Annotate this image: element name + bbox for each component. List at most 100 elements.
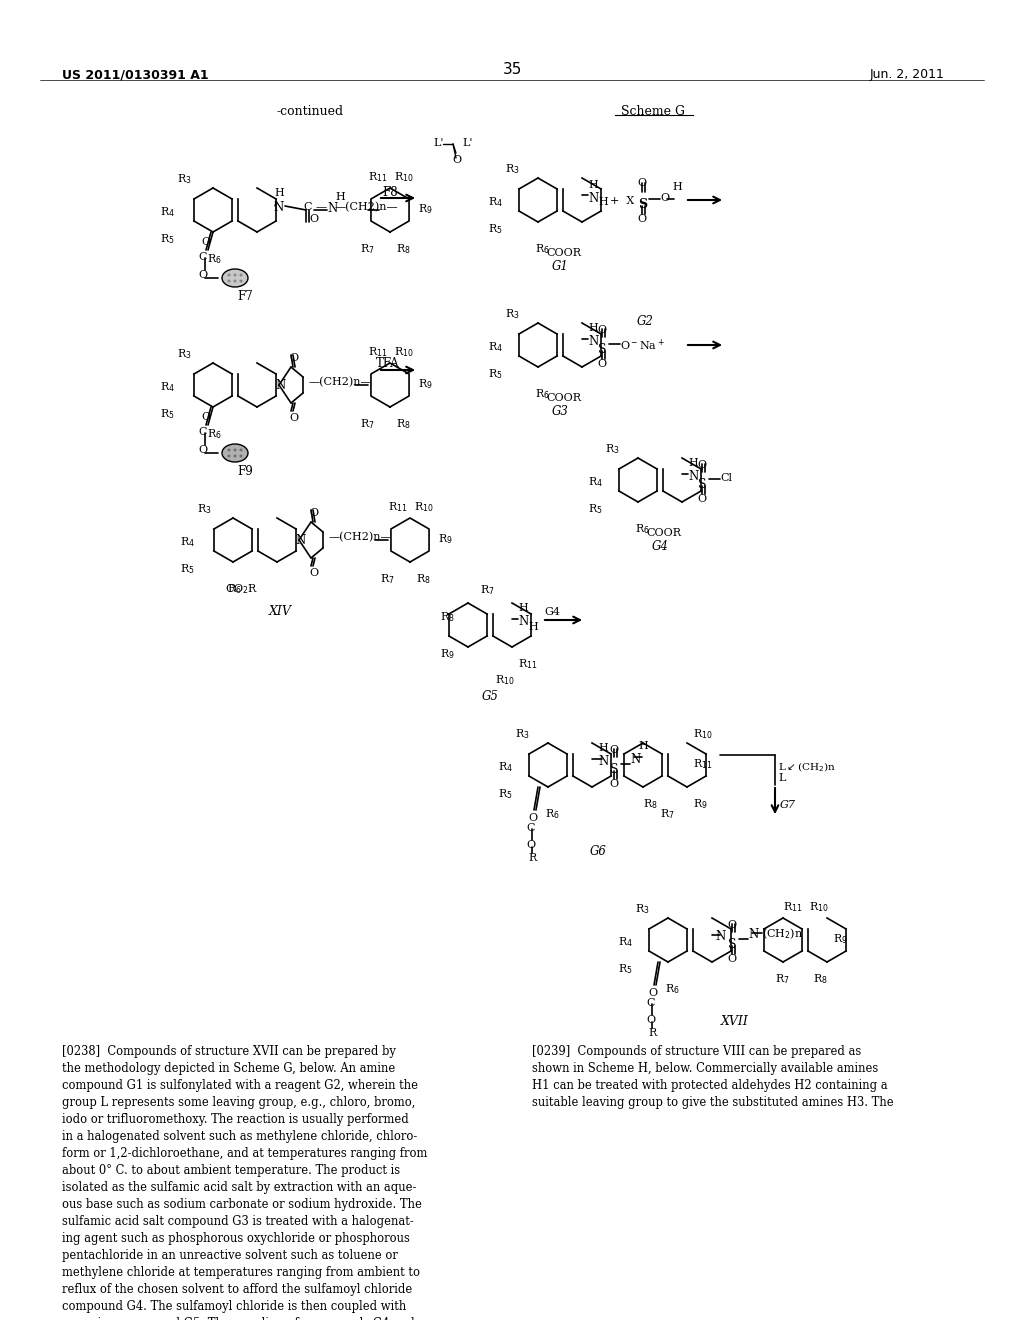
Text: pentachloride in an unreactive solvent such as toluene or: pentachloride in an unreactive solvent s… [62,1249,398,1262]
Text: R$_{10}$: R$_{10}$ [394,345,414,359]
Text: R$_5$: R$_5$ [488,222,503,236]
Text: R$_4$: R$_4$ [588,475,603,488]
Circle shape [227,454,230,458]
Text: R$_{10}$: R$_{10}$ [693,727,713,741]
Text: O: O [309,508,318,517]
Text: H: H [638,741,648,751]
Text: N: N [295,535,305,546]
Text: O: O [637,178,646,187]
Text: R$_{10}$: R$_{10}$ [809,900,828,913]
Text: R$_8$: R$_8$ [813,972,827,986]
Text: N: N [275,379,286,392]
Text: group L represents some leaving group, e.g., chloro, bromo,: group L represents some leaving group, e… [62,1096,416,1109]
Text: R$_5$: R$_5$ [618,962,633,975]
Text: O: O [201,238,210,247]
Circle shape [233,280,237,282]
Text: R$_4$: R$_4$ [488,195,503,209]
Text: R$_{10}$: R$_{10}$ [394,170,414,183]
Text: O: O [697,494,707,504]
Text: O: O [526,840,536,850]
Text: R$_3$: R$_3$ [635,902,650,916]
Text: H: H [518,603,527,612]
Text: N: N [688,470,698,483]
Text: ing agent such as phosphorous oxychloride or phosphorous: ing agent such as phosphorous oxychlorid… [62,1232,410,1245]
Text: suitable leaving group to give the substituted amines H3. The: suitable leaving group to give the subst… [532,1096,894,1109]
Text: [0238]  Compounds of structure XVII can be prepared by: [0238] Compounds of structure XVII can b… [62,1045,396,1059]
Text: shown in Scheme H, below. Commercially available amines: shown in Scheme H, below. Commercially a… [532,1063,879,1074]
Text: R$_8$: R$_8$ [440,610,455,624]
Text: R$_4$: R$_4$ [180,535,195,549]
Circle shape [227,273,230,276]
Text: N: N [327,202,337,215]
Text: G4: G4 [651,540,669,553]
Text: F9: F9 [238,465,253,478]
Text: —(CH2)n—: —(CH2)n— [335,202,398,213]
Text: O$^-$Na$^+$: O$^-$Na$^+$ [620,338,665,354]
Text: R$_5$: R$_5$ [498,787,513,801]
Text: R$_4$: R$_4$ [160,205,175,219]
Text: H: H [672,182,682,191]
Text: O: O [289,352,298,363]
Text: O: O [697,459,707,470]
Text: N: N [588,335,598,348]
Text: R$_9$: R$_9$ [693,797,708,810]
Circle shape [233,449,237,451]
Text: R$_7$: R$_7$ [360,417,375,430]
Text: R$_3$: R$_3$ [177,347,191,360]
Text: R$_6$: R$_6$ [227,582,242,595]
Text: N: N [630,752,640,766]
Text: R$_5$: R$_5$ [160,407,175,421]
Text: G3: G3 [552,405,568,418]
Text: R$_{11}$: R$_{11}$ [388,500,408,513]
Text: R$_5$: R$_5$ [488,367,503,380]
Text: R$_6$: R$_6$ [535,242,550,256]
Text: methylene chloride at temperatures ranging from ambient to: methylene chloride at temperatures rangi… [62,1266,420,1279]
Text: R$_5$: R$_5$ [180,562,195,576]
Text: R$_9$: R$_9$ [438,532,453,545]
Text: R$_3$: R$_3$ [515,727,529,741]
Text: H: H [588,180,598,190]
Text: R$_{11}$: R$_{11}$ [693,756,713,771]
Text: C: C [646,998,654,1008]
Circle shape [240,454,243,458]
Text: R$_9$: R$_9$ [833,932,848,946]
Text: +  X: + X [610,195,634,206]
Text: H: H [598,743,608,752]
Text: R$_5$: R$_5$ [588,502,603,516]
Text: F8: F8 [382,186,397,199]
Text: N: N [273,201,284,214]
Text: R$_{10}$: R$_{10}$ [414,500,434,513]
Text: R$_{10}$: R$_{10}$ [495,673,515,686]
Text: O: O [198,271,207,280]
Text: R$_8$: R$_8$ [643,797,657,810]
Text: R$_6$: R$_6$ [207,252,222,265]
Text: XVII: XVII [721,1015,749,1028]
Ellipse shape [222,269,248,286]
Text: G6: G6 [590,845,606,858]
Text: O: O [660,193,669,203]
Text: O: O [648,987,657,998]
Text: R$_6$: R$_6$ [635,521,650,536]
Text: R$_4$: R$_4$ [498,760,513,774]
Circle shape [240,449,243,451]
Text: O: O [637,214,646,224]
Text: an amine compound G5. The coupling of compounds G4 and: an amine compound G5. The coupling of co… [62,1317,415,1320]
Text: R$_8$: R$_8$ [416,572,431,586]
Text: R$_4$: R$_4$ [160,380,175,393]
Text: O: O [198,445,207,455]
Text: R$_9$: R$_9$ [418,378,433,391]
Text: R$_6$: R$_6$ [545,807,560,821]
Text: R$_9$: R$_9$ [440,647,455,661]
Text: F7: F7 [238,290,253,304]
Text: iodo or trifluoromethoxy. The reaction is usually performed: iodo or trifluoromethoxy. The reaction i… [62,1113,409,1126]
Text: O: O [597,359,606,370]
Text: Cl: Cl [720,473,732,483]
Text: G7: G7 [780,800,796,810]
Text: S: S [598,343,606,356]
Text: G1: G1 [552,260,568,273]
Text: R$_{11}$: R$_{11}$ [783,900,803,913]
Text: N: N [588,191,598,205]
Text: H: H [274,187,284,198]
Text: R$_{11}$: R$_{11}$ [518,657,538,671]
Circle shape [233,273,237,276]
